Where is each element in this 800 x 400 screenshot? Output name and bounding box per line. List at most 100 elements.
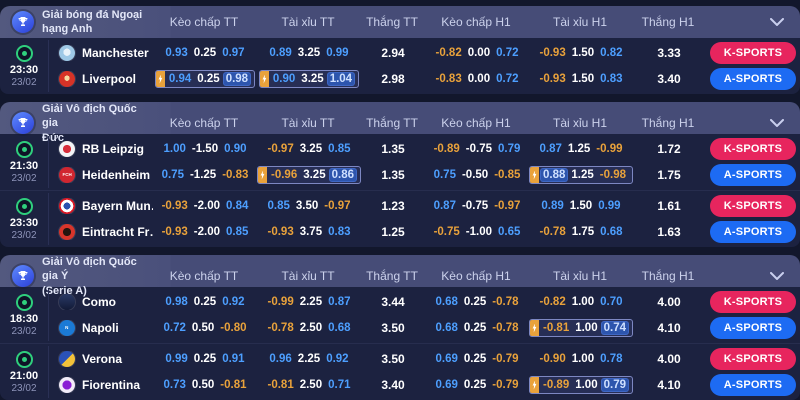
a-sports-button[interactable]: A-SPORTS (710, 221, 796, 243)
odds-cell-thang-h1[interactable]: 4.00 (633, 352, 705, 366)
a-sports-button[interactable]: A-SPORTS (710, 164, 796, 186)
lightning-icon (532, 323, 537, 333)
win-odds-value: 3.40 (381, 378, 405, 392)
odds-cell-tai-xiu-h1[interactable]: 0.89 1.50 0.99 (529, 197, 633, 215)
match-rows: RB Leipzig 1.00 -1.50 0.90 -0.97 3.25 0.85 1.35… (49, 136, 800, 188)
odds-cell-thang-tt[interactable]: 3.44 (361, 295, 425, 309)
odds-cell-tai-xiu-h1[interactable]: 0.88 1.25 -0.98 (529, 166, 633, 184)
odds-cell-tai-xiu-tt[interactable]: 0.96 2.25 0.92 (257, 350, 361, 368)
odds-value: -1.25 (189, 169, 217, 181)
odds-cell-keo-chap-tt[interactable]: 0.73 0.50 -0.81 (153, 376, 257, 394)
odds-cell-tai-xiu-h1[interactable]: 0.87 1.25 -0.99 (529, 140, 633, 158)
odds-cell-keo-chap-h1[interactable]: 0.68 0.25 -0.78 (425, 293, 529, 311)
odds-cell-thang-h1[interactable]: 1.75 (633, 168, 705, 182)
odds-trio: -0.89 -0.75 0.79 (429, 140, 526, 158)
column-label-keo-chap-tt: Kèo chấp TT (169, 116, 239, 131)
odds-cell-keo-chap-tt[interactable]: 0.94 0.25 0.98 (153, 70, 257, 88)
k-sports-button[interactable]: K-SPORTS (710, 195, 796, 217)
odds-cell-thang-h1[interactable]: 3.40 (633, 72, 705, 86)
odds-cell-keo-chap-h1[interactable]: -0.75 -1.00 0.65 (425, 223, 529, 241)
odds-cell-tai-xiu-h1[interactable]: -0.78 1.75 0.68 (529, 223, 633, 241)
odds-cell-thang-tt[interactable]: 2.98 (361, 72, 425, 86)
odds-cell-tai-xiu-tt[interactable]: -0.78 2.50 0.68 (257, 319, 361, 337)
odds-cell-thang-h1[interactable]: 1.63 (633, 225, 705, 239)
section-header: Giải bóng đá Ngoại hạng Anh Kèo chấp TT Tài… (0, 6, 800, 38)
odds-cell-thang-h1[interactable]: 4.10 (633, 321, 705, 335)
odds-cell-keo-chap-h1[interactable]: 0.68 0.25 -0.78 (425, 319, 529, 337)
odds-value: 0.68 (328, 322, 351, 334)
chevron-down-icon[interactable] (770, 272, 800, 281)
k-sports-button[interactable]: K-SPORTS (710, 348, 796, 370)
odds-value: -0.79 (492, 379, 519, 391)
odds-cell-thang-tt[interactable]: 1.23 (361, 199, 425, 213)
odds-cell-tai-xiu-tt[interactable]: 0.89 3.25 0.99 (257, 44, 361, 62)
odds-cell-keo-chap-h1[interactable]: -0.83 0.00 0.72 (425, 70, 529, 88)
odds-cell-tai-xiu-tt[interactable]: -0.97 3.25 0.85 (257, 140, 361, 158)
odds-cell-keo-chap-h1[interactable]: -0.82 0.00 0.72 (425, 44, 529, 62)
odds-cell-tai-xiu-tt[interactable]: -0.93 3.75 0.83 (257, 223, 361, 241)
odds-cell-tai-xiu-tt[interactable]: 0.90 3.25 1.04 (257, 70, 361, 88)
odds-cell-keo-chap-h1[interactable]: -0.89 -0.75 0.79 (425, 140, 529, 158)
odds-cell-tai-xiu-h1[interactable]: -0.90 1.00 0.78 (529, 350, 633, 368)
team-cell: Bayern Mun… (49, 198, 153, 214)
k-sports-button[interactable]: K-SPORTS (710, 42, 796, 64)
chevron-down-icon[interactable] (770, 18, 800, 26)
odds-cell-tai-xiu-tt[interactable]: 0.85 3.50 -0.97 (257, 197, 361, 215)
odds-value: -0.85 (494, 169, 521, 181)
odds-cell-thang-tt[interactable]: 1.35 (361, 168, 425, 182)
match-date: 23/02 (11, 76, 37, 88)
odds-cell-keo-chap-tt[interactable]: -0.93 -2.00 0.84 (153, 197, 257, 215)
column-label-tai-xiu-tt: Tài xỉu TT (281, 116, 335, 131)
odds-value: 1.25 (567, 143, 591, 155)
odds-cell-keo-chap-tt[interactable]: 1.00 -1.50 0.90 (153, 140, 257, 158)
k-sports-button[interactable]: K-SPORTS (710, 138, 796, 160)
match-date: 23/02 (11, 229, 37, 241)
odds-value: -0.93 (539, 73, 566, 85)
odds-cell-tai-xiu-h1[interactable]: -0.93 1.50 0.82 (529, 44, 633, 62)
odds-cell-keo-chap-tt[interactable]: 0.93 0.25 0.97 (153, 44, 257, 62)
odds-cell-thang-tt[interactable]: 3.50 (361, 321, 425, 335)
odds-cell-keo-chap-tt[interactable]: 0.75 -1.25 -0.83 (153, 166, 257, 184)
odds-cell-thang-h1[interactable]: 1.61 (633, 199, 705, 213)
odds-cell-thang-tt[interactable]: 1.25 (361, 225, 425, 239)
match-time-block: 18:30 23/02 (0, 289, 49, 341)
a-sports-button[interactable]: A-SPORTS (710, 68, 796, 90)
k-sports-button[interactable]: K-SPORTS (710, 291, 796, 313)
odds-value: -0.93 (539, 47, 566, 59)
a-sports-button[interactable]: A-SPORTS (710, 374, 796, 396)
odds-cell-keo-chap-h1[interactable]: 0.75 -0.50 -0.85 (425, 166, 529, 184)
odds-cell-tai-xiu-tt[interactable]: -0.96 3.25 0.86 (257, 166, 361, 184)
odds-cell-keo-chap-h1[interactable]: 0.69 0.25 -0.79 (425, 376, 529, 394)
odds-cell-thang-h1[interactable]: 1.72 (633, 142, 705, 156)
odds-cell-thang-tt[interactable]: 1.35 (361, 142, 425, 156)
odds-cell-tai-xiu-tt[interactable]: -0.81 2.50 0.71 (257, 376, 361, 394)
team-cell: Fiorentina (49, 377, 153, 393)
odds-cell-keo-chap-tt[interactable]: -0.93 -2.00 0.85 (153, 223, 257, 241)
odds-cell-tai-xiu-h1[interactable]: -0.81 1.00 0.74 (529, 319, 633, 337)
chevron-down-icon[interactable] (770, 119, 800, 128)
odds-value: -0.75 (465, 143, 493, 155)
odds-cell-tai-xiu-tt[interactable]: -0.99 2.25 0.87 (257, 293, 361, 311)
odds-cell-keo-chap-tt[interactable]: 0.99 0.25 0.91 (153, 350, 257, 368)
odds-cell-keo-chap-h1[interactable]: 0.69 0.25 -0.79 (425, 350, 529, 368)
odds-cell-thang-tt[interactable]: 3.50 (361, 352, 425, 366)
league-name-line: Đức (42, 131, 65, 144)
odds-cell-thang-tt[interactable]: 2.94 (361, 46, 425, 60)
odds-cell-keo-chap-tt[interactable]: 0.72 0.50 -0.80 (153, 319, 257, 337)
live-dot (21, 203, 27, 209)
odds-cell-keo-chap-tt[interactable]: 0.98 0.25 0.92 (153, 293, 257, 311)
odds-value: -0.79 (492, 353, 519, 365)
odds-cell-tai-xiu-h1[interactable]: -0.82 1.00 0.70 (529, 293, 633, 311)
odds-cell-thang-h1[interactable]: 4.10 (633, 378, 705, 392)
odds-cell-tai-xiu-h1[interactable]: -0.93 1.50 0.83 (529, 70, 633, 88)
odds-cell-thang-h1[interactable]: 3.33 (633, 46, 705, 60)
a-sports-button[interactable]: A-SPORTS (710, 317, 796, 339)
odds-cell-thang-h1[interactable]: 4.00 (633, 295, 705, 309)
team-cell: Manchester … (49, 45, 153, 61)
team-logo (59, 141, 75, 157)
odds-cell-thang-tt[interactable]: 3.40 (361, 378, 425, 392)
odds-cell-keo-chap-h1[interactable]: 0.87 -0.75 -0.97 (425, 197, 529, 215)
win-odds-value: 1.25 (381, 225, 405, 239)
odds-value: 0.69 (435, 353, 458, 365)
odds-cell-tai-xiu-h1[interactable]: -0.89 1.00 0.79 (529, 376, 633, 394)
